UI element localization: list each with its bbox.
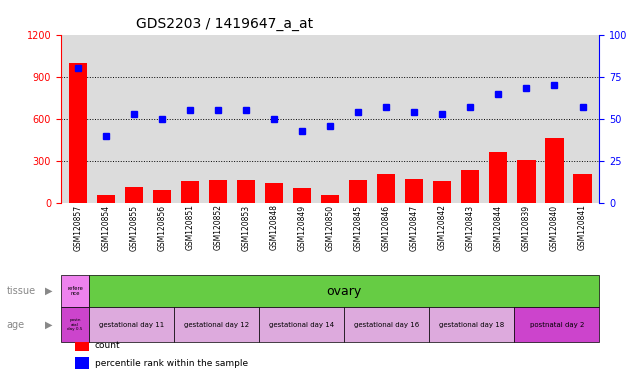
Text: tissue: tissue (6, 286, 35, 296)
Text: gestational day 11: gestational day 11 (99, 321, 164, 328)
Bar (433, 180, 451, 203)
Text: postnatal day 2: postnatal day 2 (529, 321, 584, 328)
Bar (517, 160, 535, 203)
Text: gestational day 14: gestational day 14 (269, 321, 335, 328)
Bar (321, 195, 339, 203)
Bar (209, 180, 227, 203)
Bar (181, 180, 199, 203)
Bar (97, 195, 115, 203)
Bar (429, 307, 514, 342)
Bar (69, 63, 87, 203)
Bar (237, 180, 255, 203)
Bar (61, 275, 89, 307)
Bar (545, 138, 563, 203)
Bar (75, 357, 89, 369)
Bar (489, 152, 508, 203)
Bar (377, 174, 395, 203)
Text: count: count (95, 341, 121, 350)
Bar (265, 183, 283, 203)
Text: ▶: ▶ (45, 286, 53, 296)
Text: gestational day 18: gestational day 18 (439, 321, 504, 328)
Bar (514, 307, 599, 342)
Text: percentile rank within the sample: percentile rank within the sample (95, 359, 248, 367)
Bar (293, 188, 311, 203)
Text: GDS2203 / 1419647_a_at: GDS2203 / 1419647_a_at (136, 17, 313, 31)
Bar (349, 180, 367, 203)
Bar (61, 307, 89, 342)
Text: refere
nce: refere nce (67, 286, 83, 296)
Bar (89, 307, 174, 342)
Bar (574, 174, 592, 203)
Bar (75, 339, 89, 351)
Text: gestational day 16: gestational day 16 (354, 321, 419, 328)
Bar (462, 170, 479, 203)
Bar (153, 190, 171, 203)
Text: postn
atal
day 0.5: postn atal day 0.5 (67, 318, 83, 331)
Bar (259, 307, 344, 342)
Text: age: age (6, 319, 24, 329)
Text: ▶: ▶ (45, 319, 53, 329)
Bar (125, 187, 143, 203)
Bar (405, 179, 423, 203)
Text: ovary: ovary (327, 285, 362, 298)
Text: gestational day 12: gestational day 12 (184, 321, 249, 328)
Bar (174, 307, 259, 342)
Bar (344, 307, 429, 342)
